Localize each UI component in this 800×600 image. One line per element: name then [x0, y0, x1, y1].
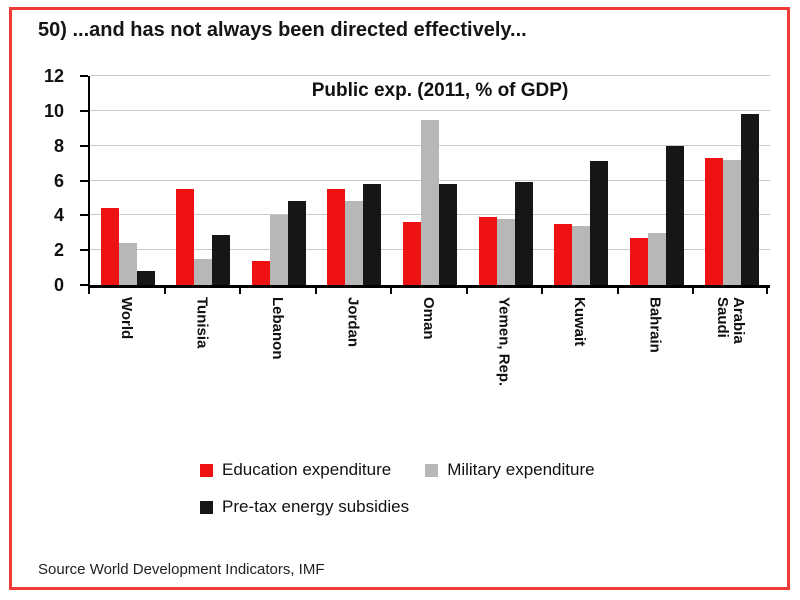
category-label-cell: Tunisia [164, 297, 240, 348]
x-axis-tick [163, 288, 166, 294]
slide-title: 50) ...and has not always been directed … [38, 19, 527, 41]
category-label-lebanon: Lebanon [268, 297, 286, 360]
category-label-cell: Jordan [315, 297, 391, 347]
category-label-bahrain: Bahrain [646, 297, 664, 353]
bar-education-expenditure-lebanon [251, 260, 270, 285]
bar-military-expenditure-lebanon [269, 215, 288, 285]
y-tick-label: 12 [43, 66, 64, 86]
category-label-cell: Kuwait [541, 297, 617, 346]
legend-swatch-education-expenditure [200, 463, 213, 477]
category-label-jordan: Jordan [344, 297, 362, 348]
category-label-cell: Yemen, Rep. [466, 297, 542, 386]
category-label-cell: Oman [390, 297, 466, 340]
bar-military-expenditure-oman [421, 119, 439, 285]
x-axis-tick [692, 288, 695, 294]
legend-label: Military expenditure [447, 460, 595, 479]
y-axis-tick [80, 179, 88, 182]
y-axis-tick [80, 284, 88, 286]
category-label-yemen-rep: Yemen, Rep. [495, 297, 513, 387]
gridline [90, 75, 770, 76]
bar-education-expenditure-world [100, 208, 119, 285]
legend-item-military-expenditure: Military expenditure [425, 460, 595, 480]
category-label-line: Arabia [730, 297, 748, 344]
y-axis-tick [80, 75, 88, 77]
y-tick-label: 2 [53, 240, 64, 261]
legend-row: Education expenditure Military expenditur… [200, 460, 760, 480]
y-axis-tick [80, 109, 88, 112]
bar-military-expenditure-bahrain [647, 232, 666, 285]
category-label-line: Kuwait [571, 297, 589, 347]
slide-frame: 50) ...and has not always been directed … [9, 7, 790, 590]
category-label-line: World [117, 297, 135, 340]
x-axis-tick [239, 288, 242, 294]
legend-label: Education expenditure [222, 460, 392, 479]
category-label-cell: Saudi Arabia [692, 297, 768, 344]
y-tick-label: 4 [53, 205, 64, 226]
x-axis-tick [541, 288, 544, 294]
category-label-line: Jordan [344, 297, 362, 348]
bar-pre-tax-energy-subsidies-lebanon [287, 201, 306, 285]
category-label-line: Tunisia [193, 297, 211, 349]
y-tick-label: 0 [53, 275, 64, 295]
legend-label: Pre-tax energy subsidies [222, 497, 410, 516]
category-label-line: Yemen, Rep. [495, 297, 513, 387]
bar-education-expenditure-bahrain [629, 237, 648, 285]
bar-education-expenditure-jordan [327, 189, 346, 285]
bar-military-expenditure-tunisia [194, 258, 213, 285]
bar-military-expenditure-kuwait [572, 225, 591, 285]
bar-pre-tax-energy-subsidies-bahrain [665, 145, 684, 285]
bar-military-expenditure-yemen-rep [496, 218, 515, 285]
bar-pre-tax-energy-subsidies-kuwait [590, 161, 609, 285]
y-tick-label: 6 [53, 170, 64, 191]
bar-military-expenditure-jordan [345, 201, 364, 285]
source-note: Source World Development Indicators, IMF [38, 561, 325, 578]
legend-swatch-military-expenditure [425, 463, 439, 477]
bar-pre-tax-energy-subsidies-yemen-rep [514, 182, 533, 285]
legend-row: Pre-tax energy subsidies [200, 497, 760, 517]
chart-title: Public exp. (2011, % of GDP) [311, 80, 569, 101]
x-axis-tick [766, 288, 768, 294]
category-label-world: World [117, 297, 135, 340]
category-label-line: Saudi [714, 297, 732, 338]
gridline [90, 109, 770, 111]
legend-swatch-pre-tax-energy-subsidies [200, 500, 213, 514]
bar-education-expenditure-saudi-arabia [705, 157, 724, 285]
chart-legend: Education expenditure Military expenditur… [200, 460, 760, 534]
x-axis-tick [390, 288, 393, 294]
category-label-line: Lebanon [268, 297, 286, 360]
bar-education-expenditure-tunisia [176, 189, 195, 285]
category-label-saudi-arabia: Saudi Arabia [714, 297, 748, 344]
category-label-line: Bahrain [646, 297, 664, 353]
y-axis-tick [80, 249, 88, 252]
plot-area [88, 75, 770, 288]
category-label-line: Oman [419, 297, 437, 340]
y-axis-tick [80, 214, 88, 217]
category-label-kuwait: Kuwait [571, 297, 589, 347]
x-axis-tick [314, 288, 317, 294]
bar-pre-tax-energy-subsidies-oman [439, 183, 457, 285]
y-tick-label: 8 [53, 135, 64, 156]
bar-education-expenditure-kuwait [554, 224, 573, 285]
bar-education-expenditure-oman [403, 222, 421, 285]
bar-pre-tax-energy-subsidies-tunisia [212, 234, 231, 285]
bar-military-expenditure-world [118, 243, 137, 285]
y-axis-tick [80, 144, 88, 147]
bar-military-expenditure-saudi-arabia [723, 159, 742, 285]
legend-item-education-expenditure: Education expenditure [200, 460, 391, 480]
x-axis-tick [88, 288, 90, 294]
category-label-tunisia: Tunisia [193, 297, 211, 349]
category-label-cell: Lebanon [239, 297, 315, 360]
bar-education-expenditure-yemen-rep [478, 217, 497, 285]
x-axis-tick [616, 288, 619, 294]
bar-pre-tax-energy-subsidies-world [136, 271, 155, 285]
bar-pre-tax-energy-subsidies-saudi-arabia [741, 114, 760, 285]
category-label-cell: Bahrain [617, 297, 693, 353]
bar-pre-tax-energy-subsidies-jordan [363, 183, 382, 285]
category-label-cell: World [88, 297, 164, 339]
y-tick-label: 10 [43, 100, 64, 121]
x-axis-tick [465, 288, 468, 294]
category-label-oman: Oman [419, 297, 437, 340]
legend-item-pre-tax-energy-subsidies: Pre-tax energy subsidies [200, 497, 409, 517]
